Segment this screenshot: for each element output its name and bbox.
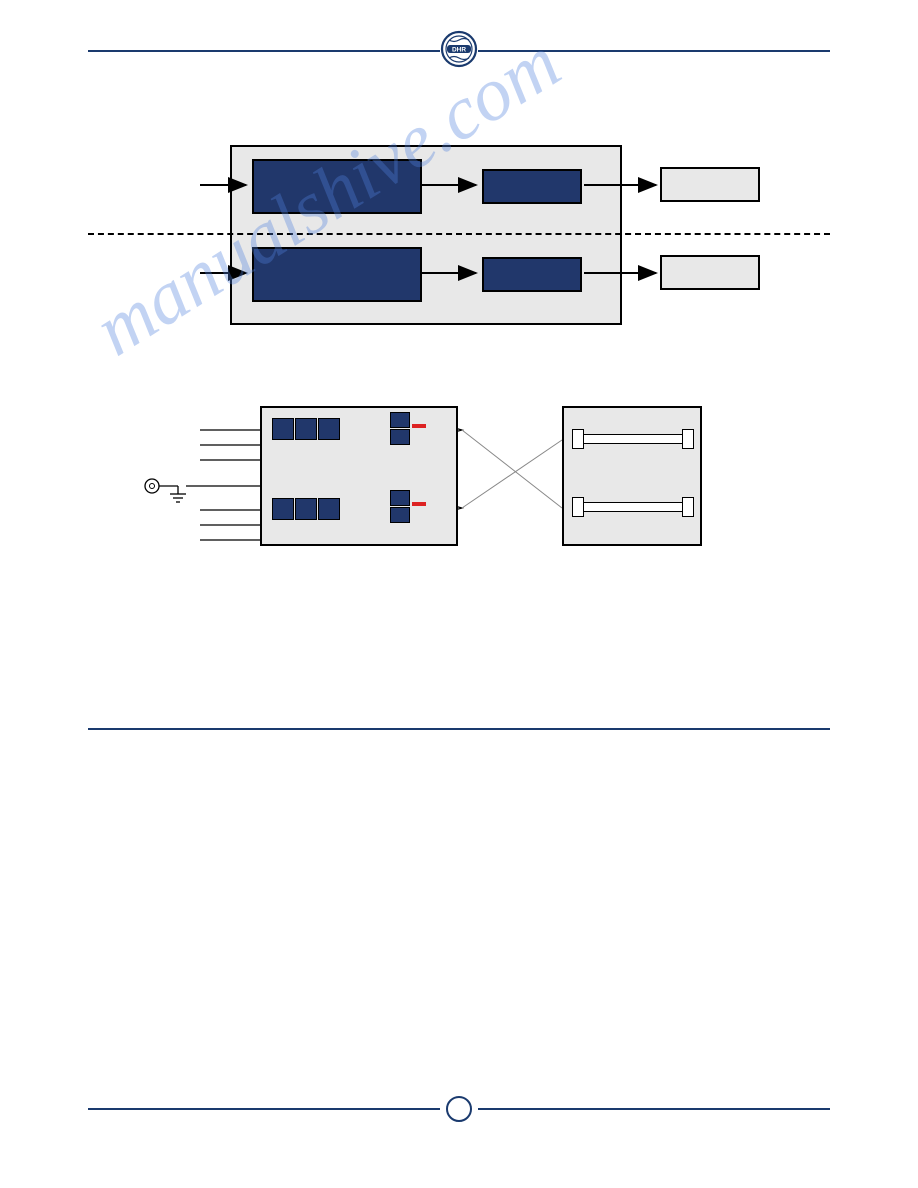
footer-rule-left <box>88 1108 440 1110</box>
figure1-container <box>230 145 622 325</box>
terminal <box>390 429 410 445</box>
terminal <box>318 418 340 440</box>
terminal <box>295 418 317 440</box>
brand-logo: DHR <box>440 30 478 68</box>
terminal <box>272 498 294 520</box>
tube-cap <box>572 497 584 517</box>
fig1-sm2 <box>482 257 582 292</box>
fig1-big1 <box>252 159 422 214</box>
footer-rule-right <box>478 1108 830 1110</box>
fig1-big2 <box>252 247 422 302</box>
red-tab <box>412 424 426 428</box>
terminal <box>390 412 410 428</box>
tube-cap <box>572 429 584 449</box>
section-divider <box>88 728 830 730</box>
terminal <box>295 498 317 520</box>
fig1-ext2 <box>660 255 760 290</box>
figure2-right-box <box>562 406 702 546</box>
terminal <box>272 418 294 440</box>
red-tab <box>412 502 426 506</box>
header-rule-right <box>478 50 830 52</box>
fig1-dashed-divider <box>88 233 830 235</box>
tube <box>578 502 688 512</box>
logo-text: DHR <box>452 47 466 54</box>
terminal <box>390 490 410 506</box>
header-rule-left <box>88 50 440 52</box>
tube-cap <box>682 497 694 517</box>
terminal <box>318 498 340 520</box>
tube-cap <box>682 429 694 449</box>
fig1-ext1 <box>660 167 760 202</box>
fig1-sm1 <box>482 169 582 204</box>
terminal <box>390 507 410 523</box>
footer-page-circle <box>446 1096 472 1122</box>
tube <box>578 434 688 444</box>
